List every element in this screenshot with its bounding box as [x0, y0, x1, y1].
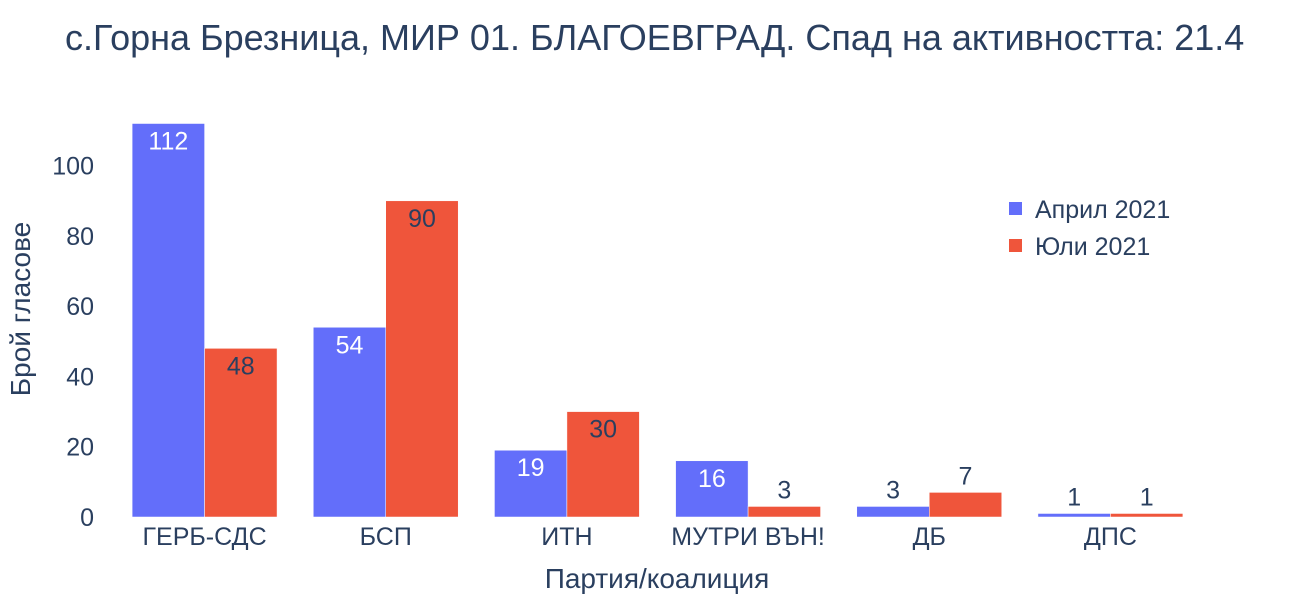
bar — [1037, 513, 1111, 518]
x-tick-label: БСП — [360, 523, 412, 551]
y-axis-title: Брой гласове — [5, 222, 36, 396]
data-label: 1 — [1067, 483, 1081, 511]
data-label: 30 — [589, 416, 617, 444]
bar — [675, 460, 749, 518]
bar — [566, 411, 640, 518]
bar — [385, 200, 459, 518]
data-label: 1 — [1140, 483, 1154, 511]
bar — [747, 506, 821, 518]
data-label: 48 — [227, 352, 255, 380]
bar — [1110, 513, 1184, 518]
y-tick-label: 40 — [66, 363, 94, 391]
x-axis-ticks: ГЕРБ-СДС БСП ИТН МУТРИ ВЪН! ДБ ДПС — [143, 523, 1137, 551]
data-label: 54 — [336, 331, 364, 359]
y-tick-label: 0 — [80, 504, 94, 532]
x-tick-label: ГЕРБ-СДС — [143, 523, 267, 551]
bar — [131, 123, 205, 518]
data-label: 16 — [698, 465, 726, 493]
x-tick-label: ИТН — [541, 523, 592, 551]
y-tick-label: 20 — [66, 434, 94, 462]
data-label: 7 — [959, 462, 973, 490]
legend-label: Юли 2021 — [1035, 233, 1150, 261]
data-label: 3 — [886, 476, 900, 504]
bar — [929, 492, 1002, 518]
data-label: 19 — [517, 454, 545, 482]
legend-swatch — [1009, 202, 1022, 215]
y-tick-label: 60 — [66, 293, 94, 321]
y-tick-label: 80 — [66, 223, 94, 251]
bar — [204, 348, 278, 518]
x-axis-title: Партия/коалиция — [545, 563, 770, 594]
y-axis-ticks: 0 20 40 60 80 100 — [52, 153, 94, 532]
y-tick-label: 100 — [52, 153, 94, 181]
chart-title: с.Горна Брезница, МИР 01. БЛАГОЕВГРАД. С… — [65, 17, 1244, 58]
bar — [313, 327, 386, 518]
x-tick-label: МУТРИ ВЪН! — [671, 523, 825, 551]
data-label: 112 — [148, 128, 188, 156]
x-tick-label: ДПС — [1084, 523, 1137, 551]
legend: Април 2021 Юли 2021 — [1009, 196, 1170, 261]
bar — [494, 449, 568, 518]
legend-label: Април 2021 — [1035, 196, 1170, 224]
x-tick-label: ДБ — [913, 523, 946, 551]
legend-swatch — [1009, 239, 1022, 252]
bar — [856, 506, 930, 518]
data-label: 90 — [408, 205, 436, 233]
data-label: 3 — [777, 476, 791, 504]
bars — [131, 123, 1184, 518]
